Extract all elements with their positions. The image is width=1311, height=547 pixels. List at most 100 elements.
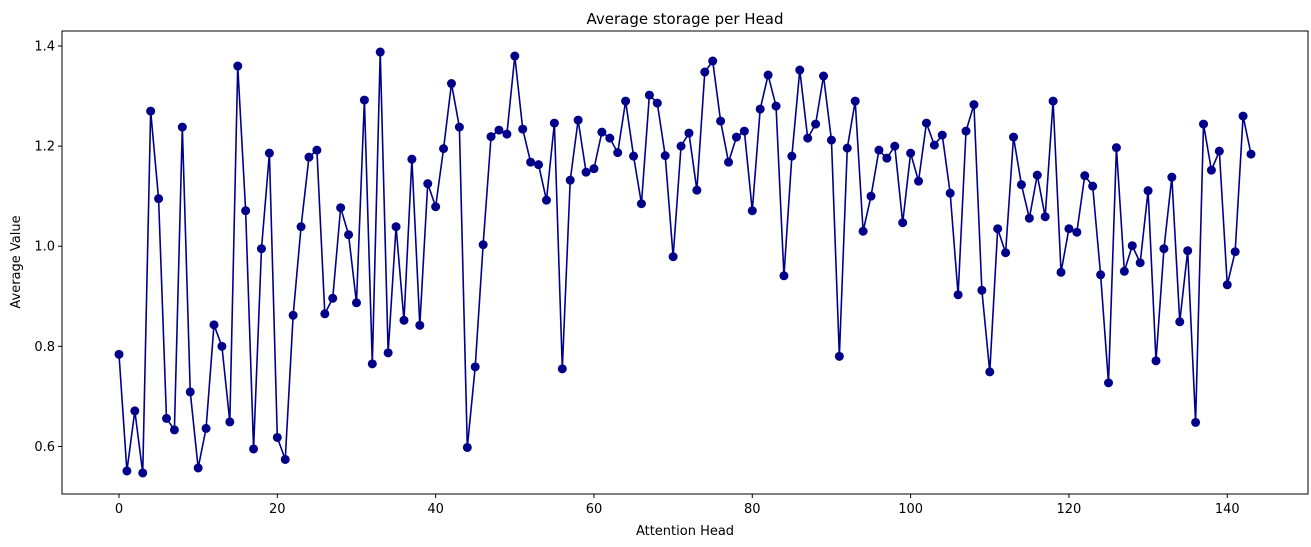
data-point xyxy=(866,191,876,201)
data-point xyxy=(644,90,654,100)
data-point xyxy=(1009,132,1019,142)
data-point xyxy=(423,179,433,189)
data-point xyxy=(581,167,591,177)
data-point xyxy=(557,364,567,374)
data-point xyxy=(264,148,274,158)
data-point xyxy=(1159,244,1169,254)
data-point xyxy=(169,425,179,435)
data-point xyxy=(249,444,259,454)
x-tick-label: 20 xyxy=(269,502,286,517)
data-point xyxy=(771,101,781,111)
data-point xyxy=(502,129,512,139)
y-tick-label: 1.4 xyxy=(34,40,55,55)
data-point xyxy=(795,65,805,75)
x-tick-label: 120 xyxy=(1057,502,1082,517)
data-point xyxy=(1230,247,1240,257)
data-point xyxy=(621,96,631,106)
data-point xyxy=(874,145,884,155)
data-point xyxy=(336,203,346,213)
data-point xyxy=(161,413,171,423)
data-point xyxy=(605,133,615,143)
data-point xyxy=(1056,267,1066,277)
data-point xyxy=(1167,172,1177,182)
data-point xyxy=(842,143,852,153)
data-point xyxy=(1119,266,1129,276)
data-point xyxy=(541,195,551,205)
data-point xyxy=(945,188,955,198)
data-point xyxy=(1143,186,1153,196)
data-point xyxy=(660,151,670,161)
data-point xyxy=(256,244,266,254)
data-point xyxy=(431,202,441,212)
data-point xyxy=(739,126,749,136)
data-point xyxy=(193,463,203,473)
data-point xyxy=(312,145,322,155)
data-point xyxy=(850,96,860,106)
data-point xyxy=(407,154,417,164)
data-point xyxy=(534,160,544,170)
data-point xyxy=(359,95,369,105)
data-point xyxy=(114,349,124,359)
data-point xyxy=(747,206,757,216)
plot-area xyxy=(61,30,1309,495)
data-point xyxy=(233,61,243,71)
data-point xyxy=(929,140,939,150)
data-point xyxy=(708,56,718,66)
data-point xyxy=(1135,258,1145,268)
data-point xyxy=(858,226,868,236)
data-point xyxy=(1096,270,1106,280)
data-point xyxy=(486,132,496,142)
data-point xyxy=(304,152,314,162)
series-line xyxy=(118,51,1252,474)
data-point xyxy=(1104,378,1114,388)
data-point xyxy=(937,130,947,140)
data-point xyxy=(1001,248,1011,258)
data-point xyxy=(692,185,702,195)
data-point xyxy=(977,285,987,295)
data-markers xyxy=(114,47,1256,478)
data-point xyxy=(629,151,639,161)
data-point xyxy=(1199,119,1209,129)
data-point xyxy=(668,252,678,262)
data-point xyxy=(209,320,219,330)
data-point xyxy=(375,47,385,57)
data-point xyxy=(225,417,235,427)
data-point xyxy=(328,293,338,303)
data-point xyxy=(470,362,480,372)
data-point xyxy=(953,290,963,300)
data-point xyxy=(1183,246,1193,256)
data-point xyxy=(296,222,306,232)
data-point xyxy=(921,118,931,128)
data-point xyxy=(724,157,734,167)
data-point xyxy=(1206,165,1216,175)
data-point xyxy=(597,127,607,137)
data-point xyxy=(320,309,330,319)
data-point xyxy=(288,310,298,320)
data-point xyxy=(177,122,187,132)
data-point xyxy=(898,218,908,228)
x-tick-label: 100 xyxy=(898,502,923,517)
data-point xyxy=(1048,96,1058,106)
x-tick-label: 60 xyxy=(586,502,603,517)
data-point xyxy=(518,124,528,134)
data-point xyxy=(344,230,354,240)
data-point xyxy=(526,157,536,167)
x-tick-label: 0 xyxy=(115,502,123,517)
data-point xyxy=(1246,149,1256,159)
data-point xyxy=(446,79,456,89)
data-point xyxy=(351,298,361,308)
data-point xyxy=(906,148,916,158)
data-point xyxy=(122,466,132,476)
data-point xyxy=(1175,317,1185,327)
data-point xyxy=(700,67,710,77)
data-point xyxy=(146,106,156,116)
x-tick-label: 140 xyxy=(1215,502,1240,517)
data-point xyxy=(1064,224,1074,234)
data-point xyxy=(1191,417,1201,427)
data-point xyxy=(549,118,559,128)
data-point xyxy=(763,70,773,80)
data-point xyxy=(589,164,599,174)
data-point xyxy=(154,194,164,204)
data-point xyxy=(280,454,290,464)
data-point xyxy=(1032,170,1042,180)
